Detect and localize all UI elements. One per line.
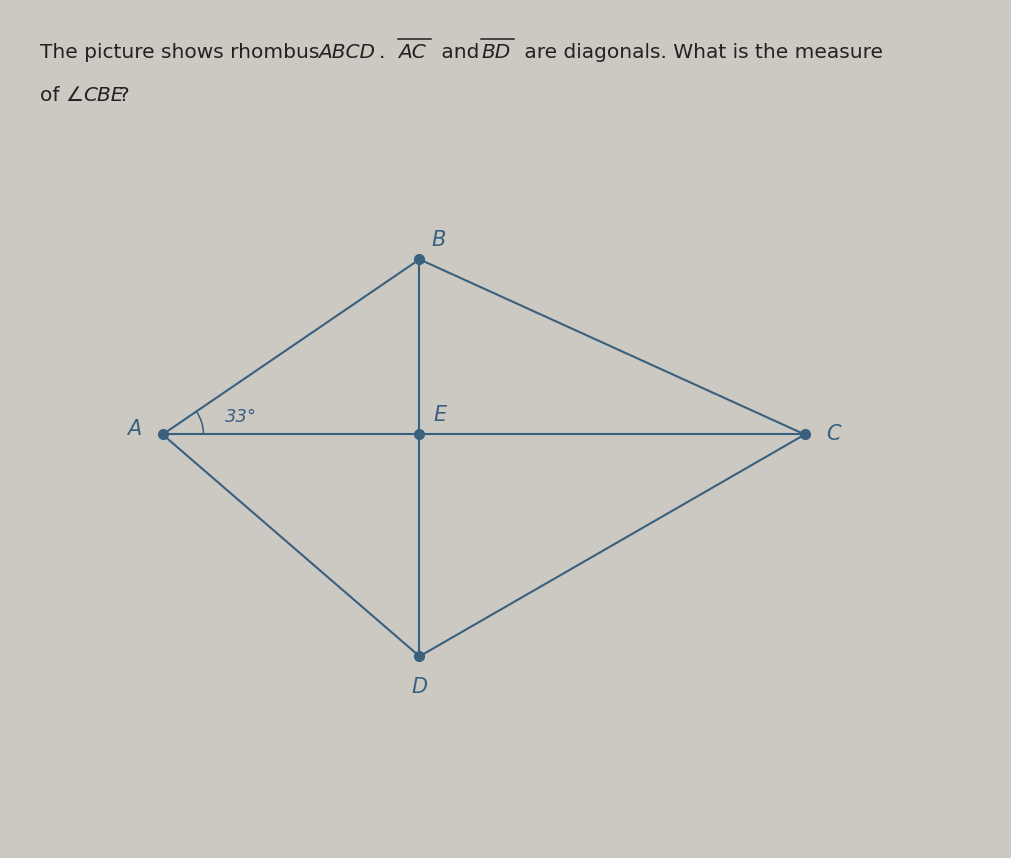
Text: E: E: [434, 405, 447, 426]
Text: AC: AC: [398, 43, 426, 62]
Text: and: and: [435, 43, 485, 62]
Text: ABCD: ABCD: [318, 43, 375, 62]
Text: D: D: [411, 677, 428, 698]
Text: of ∠: of ∠: [40, 86, 84, 105]
Text: B: B: [431, 230, 446, 250]
Text: are diagonals. What is the measure: are diagonals. What is the measure: [518, 43, 883, 62]
Text: C: C: [826, 425, 840, 444]
Text: ?: ?: [118, 86, 129, 105]
Text: A: A: [127, 419, 142, 438]
Text: CBE: CBE: [83, 86, 123, 105]
Text: The picture shows rhombus: The picture shows rhombus: [40, 43, 327, 62]
Text: 33°: 33°: [225, 408, 258, 426]
Text: .: .: [379, 43, 392, 62]
Text: BD: BD: [481, 43, 511, 62]
